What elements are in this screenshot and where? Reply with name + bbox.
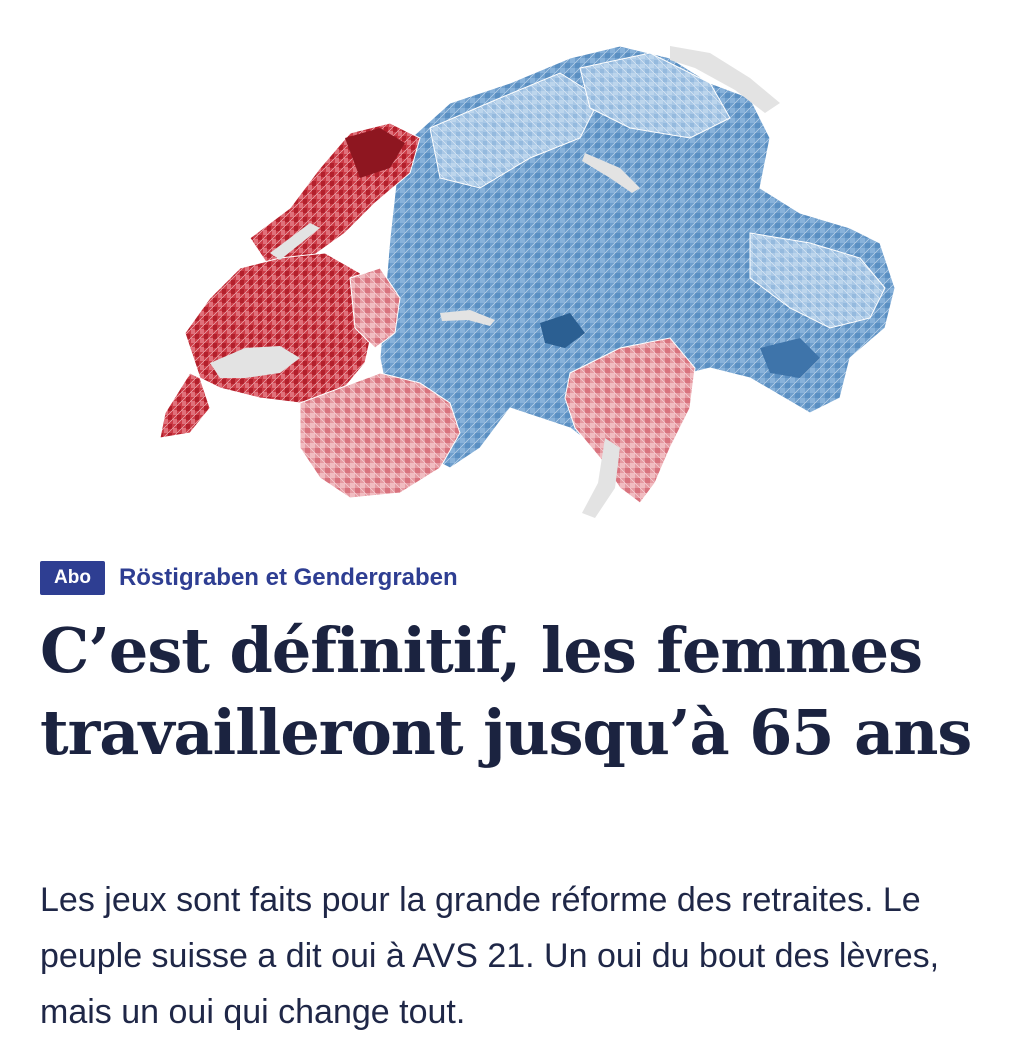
map-region-ticino	[564, 337, 696, 504]
map-region-dark-blue	[540, 313, 585, 348]
map-region-dark-blue-2	[760, 338, 820, 378]
lake-thun-brienz	[440, 310, 495, 326]
map-region-dark-red	[345, 128, 405, 178]
vote-results-map	[150, 28, 910, 528]
lake-geneva	[210, 346, 300, 378]
map-region-fribourg	[349, 267, 401, 349]
switzerland-choropleth-map	[159, 45, 896, 518]
lake-zurich	[582, 153, 640, 193]
abo-badge: Abo	[40, 561, 105, 595]
map-region-graubuenden-light	[749, 232, 886, 329]
lake-constance	[670, 46, 780, 113]
map-region-valais	[299, 372, 461, 499]
lake-neuchatel	[270, 223, 320, 260]
map-region-northeast-light	[579, 52, 731, 139]
article-kicker[interactable]: Röstigraben et Gendergraben	[118, 564, 458, 591]
lake-maggiore	[582, 438, 620, 518]
map-region-central-light	[429, 72, 601, 189]
article-meta: Abo Röstigraben et Gendergraben	[40, 560, 458, 596]
article-headline[interactable]: C’est définitif, les femmes travailleron…	[40, 614, 972, 769]
article-lead: Les jeux sont faits pour la grande réfor…	[40, 881, 940, 1031]
